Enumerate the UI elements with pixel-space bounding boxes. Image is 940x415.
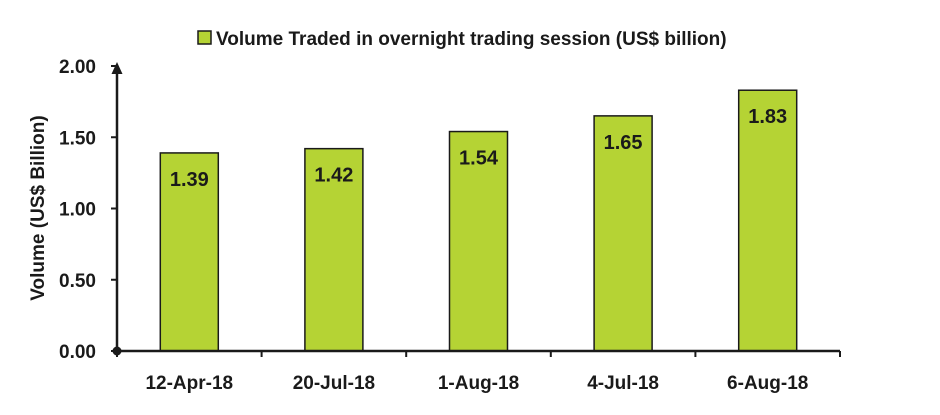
y-axis-arrowhead bbox=[111, 62, 123, 74]
bars-group: 1.39 1.42 1.54 1.65 1.83 bbox=[159, 89, 798, 352]
bar-value-label: 1.39 bbox=[170, 169, 209, 191]
bar bbox=[593, 115, 653, 352]
y-ticks-group: 0.00 0.50 1.00 1.50 2.00 bbox=[59, 57, 117, 363]
x-labels-group: 12-Apr-18 20-Jul-18 1-Aug-18 4-Jul-18 6-Aug-… bbox=[116, 351, 841, 394]
x-category-label: 12-Apr-18 bbox=[145, 373, 233, 394]
y-tick-label: 0.50 bbox=[59, 271, 96, 292]
legend: Volume Traded in overnight trading sessi… bbox=[197, 29, 727, 50]
bar-value-label: 1.83 bbox=[748, 106, 787, 128]
axes bbox=[111, 62, 840, 356]
x-category-label: 4-Jul-18 bbox=[587, 373, 659, 394]
bar bbox=[159, 152, 220, 352]
x-category-label: 6-Aug-18 bbox=[727, 373, 808, 394]
y-tick-label: 2.00 bbox=[59, 57, 96, 78]
bar-value-label: 1.54 bbox=[459, 148, 499, 170]
legend-swatch bbox=[197, 30, 212, 45]
bar bbox=[448, 130, 509, 352]
x-category-label: 1-Aug-18 bbox=[438, 373, 519, 394]
y-tick-label: 1.00 bbox=[59, 200, 96, 221]
bar-value-label: 1.42 bbox=[314, 165, 353, 187]
axis-origin-dot bbox=[112, 346, 122, 356]
y-tick-label: 1.50 bbox=[59, 128, 96, 149]
bar-value-label: 1.65 bbox=[604, 132, 643, 154]
bar bbox=[737, 89, 798, 352]
bar bbox=[304, 147, 364, 352]
legend-label: Volume Traded in overnight trading sessi… bbox=[216, 29, 727, 50]
y-axis-title: Volume (US$ Billion) bbox=[28, 115, 49, 300]
y-tick-label: 0.00 bbox=[59, 342, 96, 363]
x-category-label: 20-Jul-18 bbox=[293, 373, 375, 394]
